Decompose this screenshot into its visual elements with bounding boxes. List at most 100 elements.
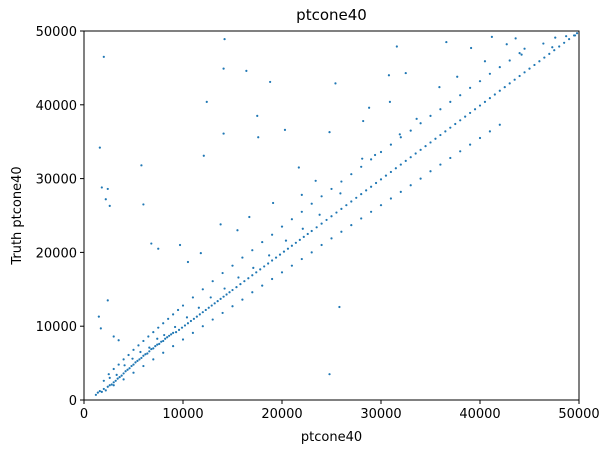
- y-tick-label: 0: [69, 394, 77, 409]
- scatter-point: [300, 210, 303, 213]
- scatter-point: [419, 122, 422, 125]
- scatter-point: [162, 322, 165, 325]
- scatter-point: [306, 232, 309, 236]
- scatter-point: [185, 316, 189, 319]
- scatter-point: [290, 244, 293, 247]
- scatter-point: [236, 229, 239, 232]
- scatter-point: [209, 296, 212, 299]
- scatter-point: [268, 254, 271, 257]
- scatter-point: [290, 264, 293, 267]
- scatter-point: [106, 187, 109, 191]
- scatter-point: [257, 136, 260, 139]
- scatter-point: [189, 319, 193, 323]
- scatter-point: [156, 343, 159, 346]
- scatter-point: [404, 71, 407, 75]
- scatter-point: [150, 347, 153, 351]
- scatter-point: [231, 264, 234, 267]
- scatter-point: [152, 358, 155, 361]
- scatter-point: [469, 86, 472, 89]
- scatter-point: [513, 78, 516, 81]
- x-tick-label: 40000: [459, 407, 500, 422]
- scatter-point: [142, 203, 145, 206]
- scatter-point: [137, 344, 140, 347]
- scatter-point: [142, 339, 145, 343]
- scatter-point: [282, 250, 286, 253]
- scatter-point: [122, 372, 125, 375]
- scatter-point: [360, 165, 363, 168]
- scatter-point: [239, 283, 242, 286]
- scatter-point: [225, 293, 228, 296]
- scatter-point: [172, 331, 175, 334]
- scatter-point: [205, 100, 208, 103]
- scatter-point: [409, 184, 412, 187]
- scatter-point: [140, 356, 143, 360]
- scatter-point: [122, 378, 125, 381]
- scatter-point: [415, 117, 418, 120]
- scatter-point: [284, 239, 288, 242]
- scatter-point: [112, 381, 115, 384]
- scatter-point: [123, 364, 126, 367]
- axis-ticks: 0 10000 20000 30000 40000 50000 0 10000 20000 300…: [36, 25, 600, 422]
- x-axis-label: ptcone40: [301, 430, 362, 445]
- x-tick-label: 50000: [558, 407, 599, 422]
- scatter-point: [370, 158, 373, 161]
- scatter-point: [389, 143, 392, 146]
- scatter-point: [162, 339, 165, 343]
- scatter-point: [96, 391, 99, 394]
- scatter-point: [104, 389, 107, 392]
- scatter-point: [374, 181, 378, 185]
- scatter-point: [528, 67, 531, 70]
- scatter-point: [222, 132, 225, 135]
- y-tick-label: 20000: [36, 246, 77, 261]
- scatter-point: [350, 223, 353, 227]
- scatter-point: [389, 170, 392, 174]
- scatter-point: [362, 119, 365, 123]
- scatter-point: [243, 280, 246, 283]
- scatter-point: [100, 390, 103, 393]
- scatter-point: [241, 256, 244, 259]
- scatter-point: [280, 271, 284, 274]
- scatter-point: [490, 35, 493, 39]
- scatter-point: [439, 133, 442, 137]
- scatter-point: [107, 373, 110, 376]
- scatter-point: [170, 333, 173, 336]
- scatter-point: [222, 295, 225, 298]
- x-tick-label: 20000: [261, 407, 302, 422]
- scatter-point: [102, 387, 105, 391]
- scatter-point: [99, 327, 102, 330]
- x-tick-label: 0: [80, 407, 88, 422]
- scatter-point: [131, 357, 134, 360]
- scatter-point: [565, 35, 568, 38]
- scatter-point: [146, 352, 149, 355]
- scatter-point: [395, 45, 398, 48]
- scatter-point: [216, 300, 219, 303]
- scatter-point: [176, 308, 180, 312]
- scatter-point: [379, 150, 383, 154]
- scatter-point: [241, 298, 244, 301]
- scatter-point: [444, 130, 447, 133]
- scatter-point: [360, 193, 363, 196]
- scatter-point: [575, 32, 579, 35]
- scatter-point: [384, 174, 388, 177]
- scatter-point: [419, 177, 422, 180]
- scatter-point: [340, 230, 343, 233]
- y-tick-label: 10000: [36, 320, 77, 335]
- scatter-point: [419, 148, 422, 151]
- scatter-point: [221, 311, 224, 315]
- scatter-point: [213, 302, 216, 305]
- scatter-point: [533, 63, 536, 67]
- scatter-point: [114, 379, 117, 382]
- scatter-point: [459, 94, 462, 97]
- scatter-point: [138, 358, 141, 361]
- scatter-point: [142, 364, 145, 368]
- scatter-point: [116, 377, 119, 380]
- scatter-point: [148, 346, 151, 349]
- scatter-point: [102, 55, 105, 58]
- scatter-point: [130, 364, 133, 368]
- scatter-point: [554, 36, 557, 39]
- scatter-point: [350, 200, 353, 203]
- scatter-point: [186, 322, 190, 325]
- scatter-point: [110, 383, 113, 386]
- scatter-point: [108, 376, 111, 379]
